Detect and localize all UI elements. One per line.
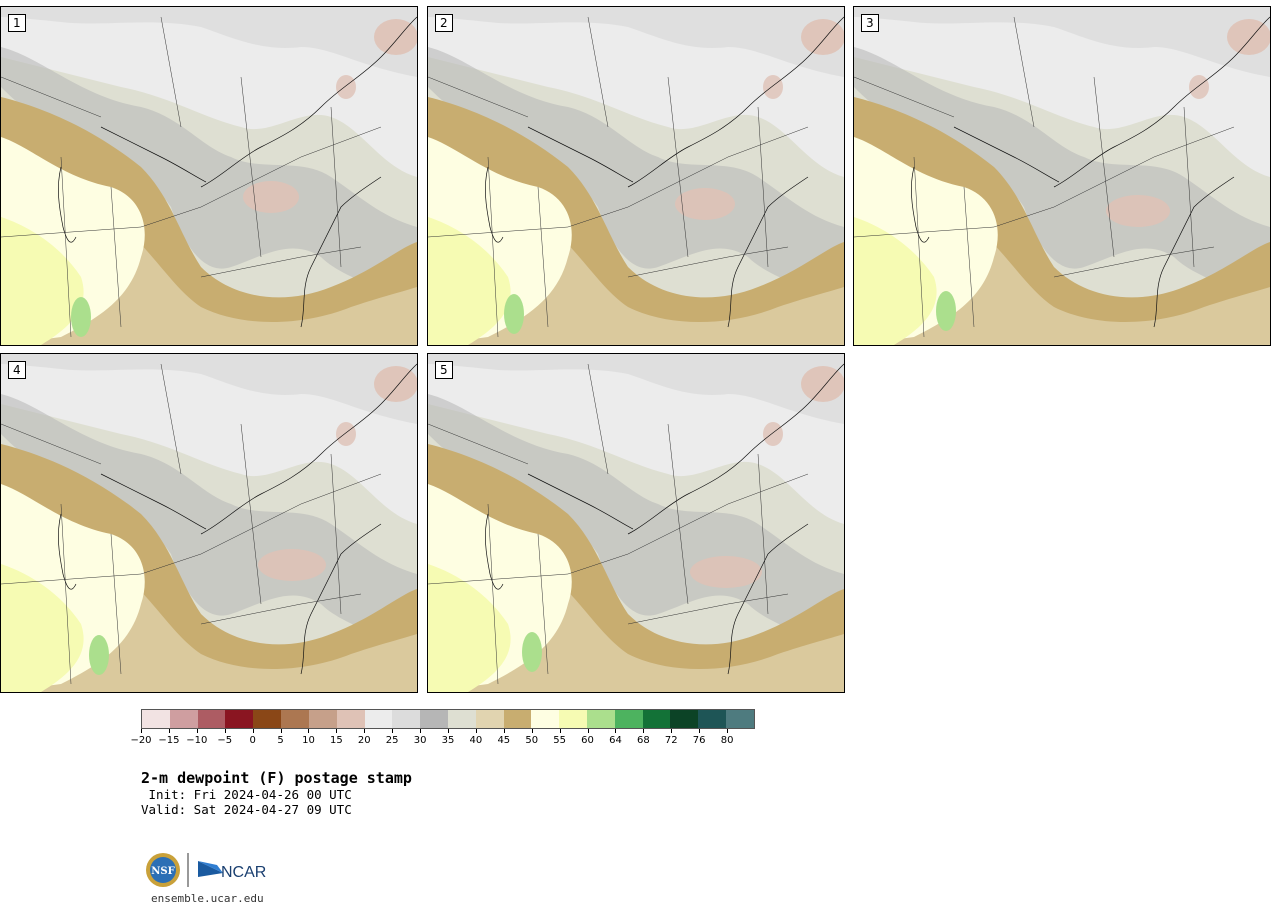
colorbar-swatch — [169, 710, 198, 728]
dewpoint-map — [1, 7, 417, 345]
colorbar-swatch — [670, 710, 699, 728]
colorbar-swatch — [587, 710, 615, 728]
panel-number-label: 2 — [435, 14, 453, 32]
colorbar-tickmark — [475, 729, 477, 733]
colorbar-swatch — [726, 710, 754, 728]
colorbar-tickmark — [448, 729, 449, 733]
colorbar-swatch — [559, 710, 587, 728]
colorbar-swatch — [197, 710, 226, 728]
map-panel-4: 4 — [0, 353, 418, 693]
colorbar-tickmark — [587, 729, 589, 733]
colorbar-tickmark — [420, 729, 422, 733]
panel-number-label: 5 — [435, 361, 453, 379]
init-time: Init: Fri 2024-04-26 00 UTC — [141, 787, 352, 802]
colorbar-swatch — [281, 710, 309, 728]
colorbar-tickmark — [224, 729, 226, 733]
colorbar-tickmark — [308, 729, 310, 733]
colorbar-swatch — [447, 710, 476, 728]
colorbar-tick-label: 25 — [385, 735, 399, 746]
colorbar-tick-label: −15 — [158, 735, 180, 746]
map-panel-2: 2 — [427, 6, 845, 346]
colorbar-tick-label: 50 — [525, 735, 539, 746]
colorbar-tickmark — [615, 729, 617, 733]
colorbar-swatch — [364, 710, 393, 728]
colorbar-tickmark — [392, 729, 394, 733]
colorbar-swatch — [531, 710, 560, 728]
colorbar-tick-label: 64 — [609, 735, 622, 746]
nsf-ncar-logo: NSF NCAR — [146, 853, 266, 887]
colorbar-tickmark — [699, 729, 701, 733]
colorbar-swatch — [475, 710, 504, 728]
colorbar-swatch — [420, 710, 448, 728]
colorbar-tickmark — [559, 729, 561, 733]
colorbar-tick-label: 35 — [441, 735, 455, 746]
dewpoint-map — [1, 354, 417, 692]
dewpoint-map — [428, 354, 844, 692]
colorbar-tick-label: 15 — [329, 735, 343, 746]
colorbar-tick-label: 55 — [553, 735, 566, 746]
colorbar-swatch — [503, 710, 532, 728]
colorbar — [141, 709, 755, 729]
panel-number-label: 3 — [861, 14, 879, 32]
colorbar-tick-label: 45 — [497, 735, 511, 746]
colorbar-swatch — [642, 710, 671, 728]
nsf-logo-text: NSF — [151, 866, 174, 877]
colorbar-tick-label: −10 — [186, 735, 208, 746]
colorbar-tickmark — [643, 729, 645, 733]
colorbar-tick-label: 30 — [413, 735, 427, 746]
panel-number-label: 4 — [8, 361, 26, 379]
colorbar-tick-label: 10 — [302, 735, 315, 746]
colorbar-tick-label: 80 — [720, 735, 734, 746]
dewpoint-map — [854, 7, 1270, 345]
colorbar-tick-label: 68 — [636, 735, 650, 746]
colorbar-tick-label: 60 — [581, 735, 594, 746]
map-panel-3: 3 — [853, 6, 1271, 346]
colorbar-tick-label: 5 — [277, 735, 284, 746]
colorbar-tick-label: 76 — [692, 735, 706, 746]
map-panel-1: 1 — [0, 6, 418, 346]
colorbar-tickmark — [252, 729, 254, 733]
colorbar-swatch — [336, 710, 365, 728]
colorbar-swatch — [142, 710, 170, 728]
colorbar-tick-label: 0 — [249, 735, 256, 746]
colorbar-tickmark — [671, 729, 673, 733]
colorbar-tickmark — [280, 729, 282, 733]
valid-time: Valid: Sat 2024-04-27 09 UTC — [141, 802, 352, 817]
colorbar-tickmarks — [141, 729, 755, 733]
colorbar-tick-label: −20 — [130, 735, 152, 746]
colorbar-swatch — [225, 710, 254, 728]
ncar-logo-text: NCAR — [221, 864, 266, 881]
map-panel-5: 5 — [427, 353, 845, 693]
site-url: ensemble.ucar.edu — [151, 892, 264, 905]
dewpoint-map — [428, 7, 844, 345]
colorbar-tickmark — [336, 729, 338, 733]
colorbar-swatch — [308, 710, 337, 728]
colorbar-swatch — [698, 710, 727, 728]
colorbar-tickmark — [364, 729, 366, 733]
colorbar-tickmark — [196, 729, 198, 733]
colorbar-tick-label: 72 — [664, 735, 678, 746]
colorbar-tickmark — [141, 729, 142, 733]
colorbar-tick-labels: −20 −15 −10 −5 0 5 10 15 20 25 30 35 40 45 50 55 60 64 68 7… — [130, 735, 755, 749]
colorbar-tickmark — [168, 729, 170, 733]
colorbar-tick-label: −5 — [217, 735, 233, 746]
colorbar-tick-label: 20 — [357, 735, 371, 746]
colorbar-tickmark — [503, 729, 505, 733]
chart-title: 2-m dewpoint (F) postage stamp — [141, 769, 412, 787]
colorbar-tickmark — [531, 729, 533, 733]
colorbar-tick-label: 40 — [469, 735, 483, 746]
colorbar-swatch — [614, 710, 643, 728]
colorbar-swatch — [392, 710, 421, 728]
panel-number-label: 1 — [8, 14, 26, 32]
colorbar-swatch — [253, 710, 282, 728]
colorbar-tickmark — [727, 729, 729, 733]
